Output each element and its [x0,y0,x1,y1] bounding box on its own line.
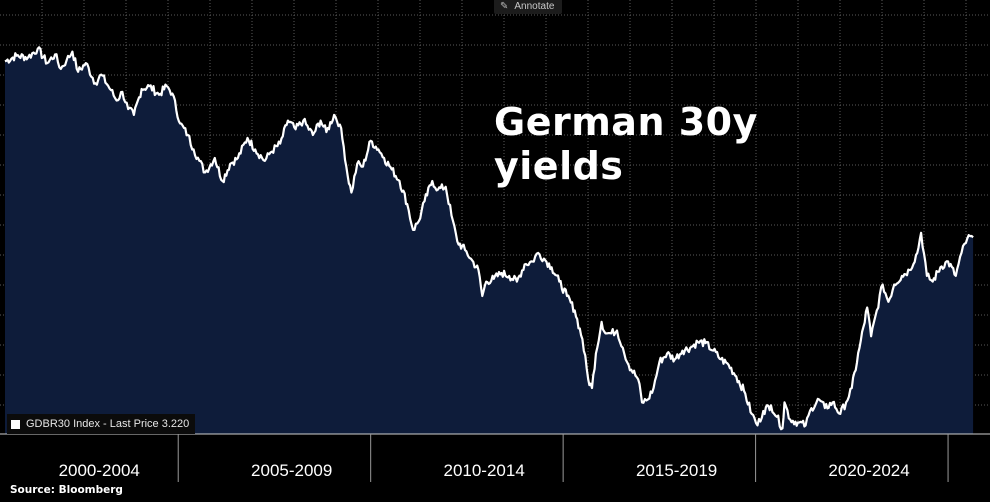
x-axis-separators [177,434,949,482]
x-tick-label: 2020-2024 [828,461,909,480]
annotate-label: Annotate [514,1,555,12]
annotate-button[interactable]: ✎ Annotate [494,0,563,14]
x-tick-label: 2000-2004 [59,461,140,480]
yield-line [4,46,974,431]
x-axis-tick-labels: 2000-2004 2005-2009 2010-2014 2015-2019 2020… [59,461,910,480]
x-tick-label: 2015-2019 [636,461,717,480]
yield-area-fill [5,47,974,435]
chart-title: German 30y yields [494,100,758,188]
legend-entry: GDBR30 Index - Last Price 3.220 [26,418,190,430]
chart-title-line-1: German 30y [494,100,758,144]
pencil-icon: ✎ [500,1,509,12]
legend-swatch [11,419,20,429]
x-tick-label: 2010-2014 [443,461,524,480]
chart-title-line-2: yields [494,144,624,188]
legend[interactable]: GDBR30 Index - Last Price 3.220 [7,414,196,434]
vertical-gridlines [41,0,967,434]
source-label: Source: Bloomberg [10,484,123,496]
x-tick-label: 2005-2009 [251,461,332,480]
